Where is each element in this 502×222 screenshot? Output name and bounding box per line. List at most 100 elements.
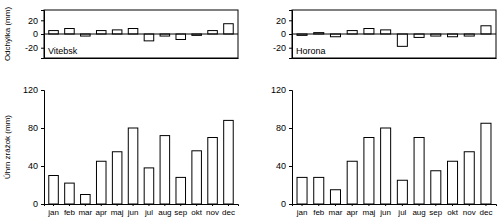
y-tick: 0 <box>33 199 44 209</box>
x-tick: maj <box>362 204 375 217</box>
y-tick: 40 <box>276 161 292 171</box>
x-tick: okt <box>447 204 458 217</box>
y-tick-mark <box>41 90 44 91</box>
x-tick-mark <box>352 204 353 206</box>
bar <box>414 138 424 205</box>
x-tick-mark <box>69 204 70 206</box>
x-tick-label: feb <box>64 208 76 217</box>
x-tick-label: aug <box>412 208 425 217</box>
y-axis-line <box>289 91 293 205</box>
y-tick-mark <box>41 166 44 167</box>
x-tick-mark <box>85 204 86 206</box>
x-tick-mark <box>164 204 165 206</box>
x-tick-mark <box>402 204 403 206</box>
x-tick: okt <box>191 204 202 217</box>
x-tick-label: dec <box>480 208 493 217</box>
x-tick-mark <box>419 204 420 206</box>
y-axis: -20020 <box>273 11 293 59</box>
y-tick-mark <box>41 34 44 35</box>
x-tick-label: jul <box>144 208 153 217</box>
bar <box>347 31 357 34</box>
bar <box>364 29 374 34</box>
y-tick-label: 20 <box>276 16 286 26</box>
y-tick-mark <box>41 128 44 129</box>
x-tick-label: sep <box>174 208 187 217</box>
bar <box>208 138 218 205</box>
bar <box>297 177 307 204</box>
x-tick: dec <box>222 204 235 217</box>
bar <box>49 31 59 34</box>
y-axis-line <box>41 11 45 59</box>
x-tick-label: aug <box>158 208 171 217</box>
x-tick-mark <box>435 204 436 206</box>
x-axis-line <box>293 205 497 207</box>
x-tick: sep <box>174 204 187 217</box>
x-tick-mark <box>53 204 54 206</box>
zero-line <box>292 34 496 35</box>
bar <box>144 168 154 204</box>
zero-line <box>44 34 238 35</box>
x-tick-mark <box>318 204 319 206</box>
bar <box>224 24 234 34</box>
y-tick: 20 <box>28 16 44 26</box>
x-axis-line <box>293 58 497 59</box>
x-tick: nov <box>463 204 476 217</box>
y-tick: 120 <box>271 85 292 95</box>
x-tick-mark <box>228 204 229 206</box>
panel-title: Vitebsk <box>48 46 78 56</box>
y-tick-mark <box>289 34 292 35</box>
x-tick: dec <box>480 204 493 217</box>
y-tick: 40 <box>28 161 44 171</box>
bar <box>65 183 75 204</box>
y-tick: 0 <box>281 199 292 209</box>
bar <box>144 34 154 41</box>
y-tick-label: 80 <box>276 123 286 133</box>
bar <box>176 177 186 204</box>
y-axis: -20020 <box>25 11 45 59</box>
bars <box>49 24 233 41</box>
bar <box>160 136 170 204</box>
x-tick: nov <box>206 204 219 217</box>
y-tick: 20 <box>276 16 292 26</box>
x-tick: jan <box>296 204 308 217</box>
bar <box>49 176 59 205</box>
x-axis-line <box>45 58 239 59</box>
x-tick-label: maj <box>111 208 124 217</box>
x-tick-mark <box>212 204 213 206</box>
x-tick-mark <box>148 204 149 206</box>
bar <box>96 31 106 34</box>
bar <box>81 195 91 205</box>
bar <box>397 180 407 204</box>
frame <box>292 10 496 58</box>
y-tick-label: 40 <box>28 161 38 171</box>
y-tick: -20 <box>273 43 292 53</box>
bar <box>364 138 374 205</box>
bar <box>448 161 458 204</box>
bar <box>128 29 138 34</box>
bar <box>397 34 407 46</box>
x-tick: sep <box>429 204 442 217</box>
x-tick-label: jun <box>379 208 391 217</box>
x-tick: mar <box>329 204 343 217</box>
y-tick-label: 120 <box>23 85 38 95</box>
x-tick: apr <box>346 204 358 217</box>
x-tick: maj <box>111 204 124 217</box>
y-tick-mark <box>289 48 292 49</box>
x-tick: aug <box>158 204 171 217</box>
x-tick: jan <box>47 204 59 217</box>
x-axis-line <box>45 205 239 207</box>
x-tick-mark <box>335 204 336 206</box>
bar <box>128 128 138 204</box>
x-tick-label: jan <box>296 208 308 217</box>
x-tick-label: jul <box>397 208 406 217</box>
x-tick-label: dec <box>222 208 235 217</box>
y-tick-label: 0 <box>281 199 286 209</box>
bar <box>314 177 324 204</box>
x-tick-mark <box>485 204 486 206</box>
x-tick-mark <box>196 204 197 206</box>
y-tick-mark <box>289 90 292 91</box>
y-tick: 120 <box>23 85 44 95</box>
bar <box>481 26 491 34</box>
x-tick-mark <box>117 204 118 206</box>
bar <box>176 34 186 39</box>
